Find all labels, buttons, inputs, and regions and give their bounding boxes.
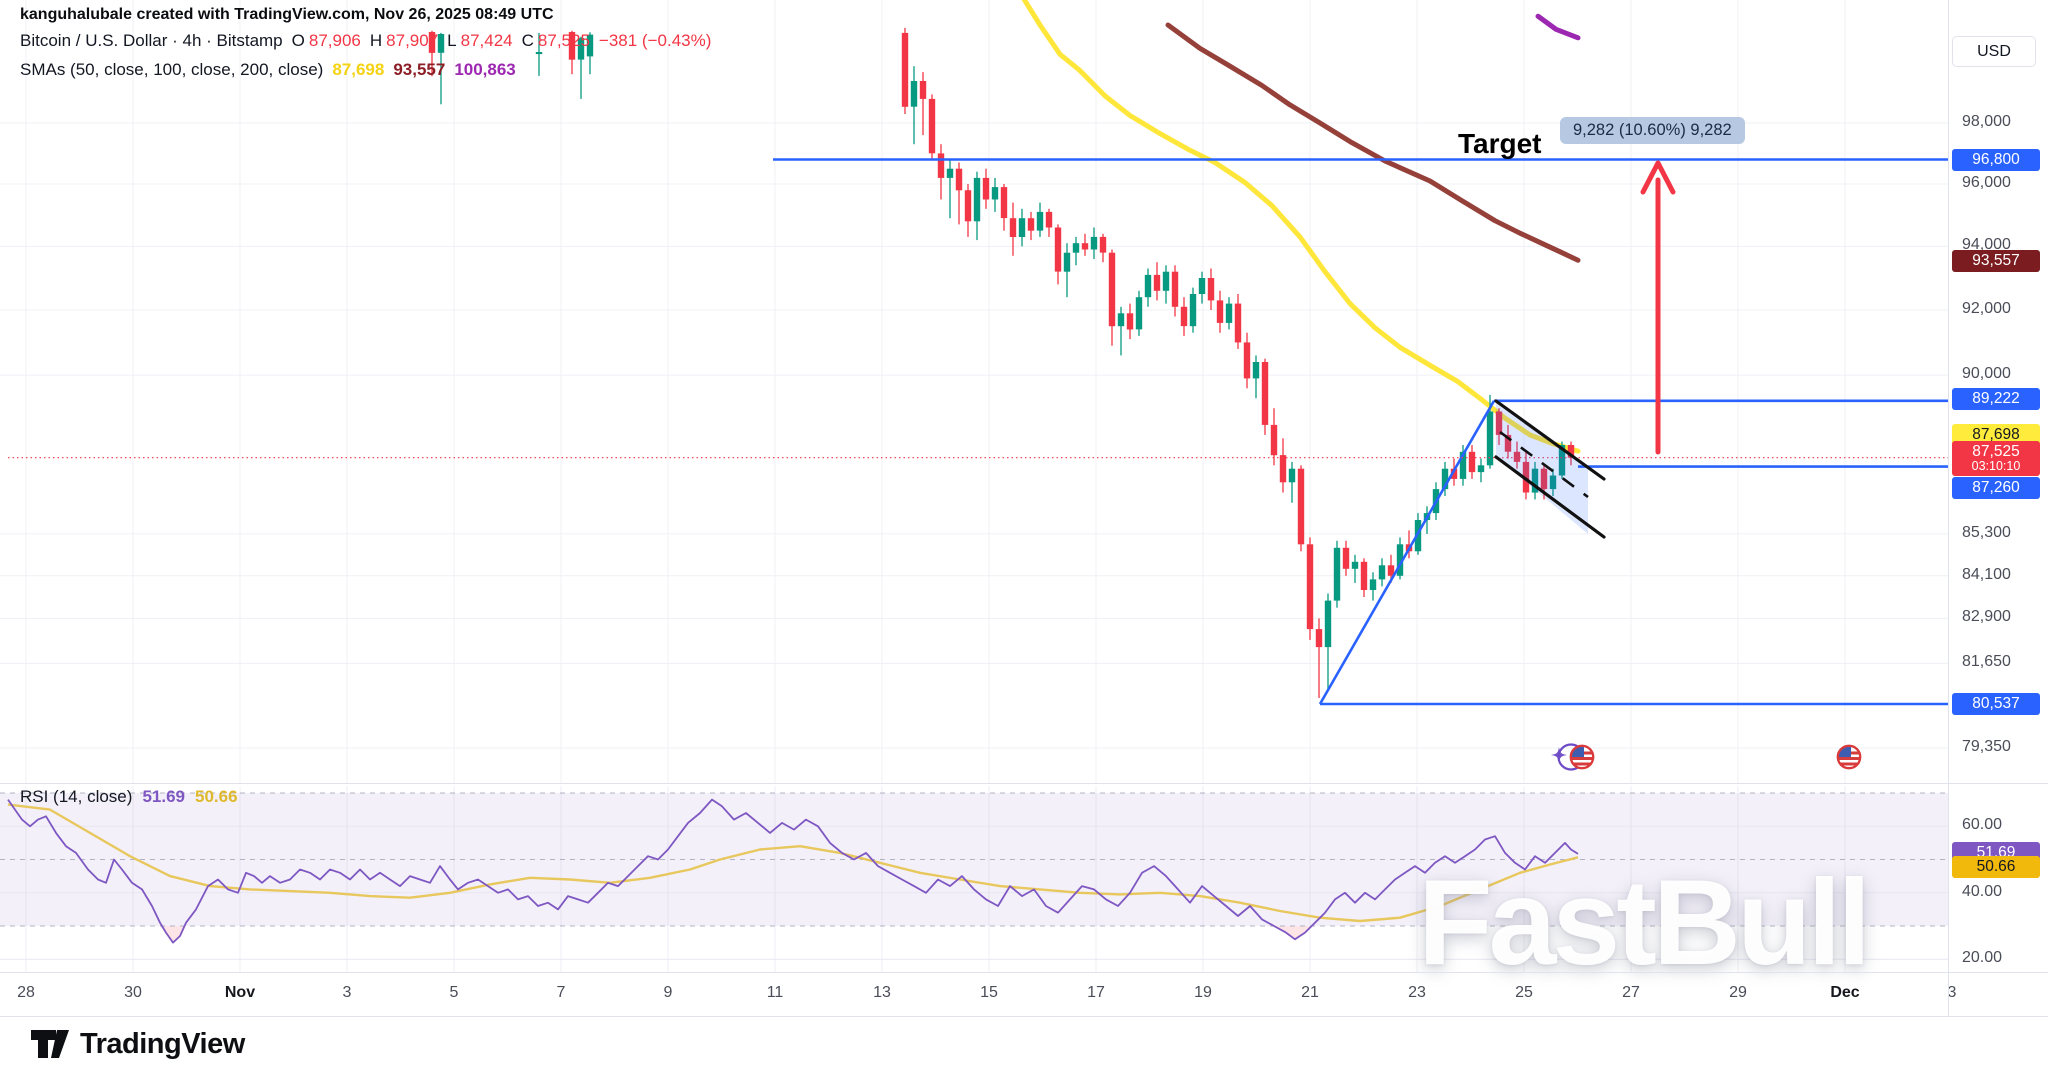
time-axis-label: 13: [873, 984, 891, 1001]
time-axis-label: 3: [342, 984, 352, 1001]
price-axis-label: 98,000: [1962, 113, 2011, 130]
time-axis-bottom-border: [0, 1016, 2048, 1017]
time-axis-label: 30: [124, 984, 142, 1001]
rsi-axis-label: 20.00: [1962, 949, 2003, 967]
time-axis-label: 29: [1729, 984, 1747, 1001]
sma-legend-row[interactable]: SMAs (50, close, 100, close, 200, close)…: [20, 60, 516, 80]
candles-layer[interactable]: [428, 27, 1575, 698]
time-axis-label: 28: [17, 984, 35, 1001]
price-axis-label: 82,900: [1962, 608, 2011, 626]
time-axis-label: 23: [1408, 984, 1426, 1001]
fastbull-watermark: FastBull: [1418, 854, 1871, 990]
price-axis-label: 94,000: [1962, 236, 2011, 254]
symbol-legend-row[interactable]: Bitcoin / U.S. Dollar · 4h · Bitstamp O …: [20, 31, 711, 51]
time-axis-label: 25: [1515, 984, 1533, 1001]
price-axis-label: 84,100: [1962, 565, 2011, 583]
sma50-value: 87,698: [332, 60, 385, 79]
us-flag-icon: [1569, 744, 1595, 770]
economic-event-flag-icon[interactable]: [1834, 731, 1864, 783]
high-value: 87,907: [386, 31, 439, 50]
rsi-indicator-title[interactable]: RSI (14, close): [20, 787, 133, 806]
sma100-value: 93,557: [393, 60, 446, 79]
price-badge: 87,260: [1952, 476, 2040, 499]
price-axis-label: 92,000: [1962, 300, 2011, 318]
rsi-value: 51.69: [142, 787, 185, 806]
rsi-ma-value: 50.66: [194, 787, 238, 806]
high-label: H: [369, 31, 383, 50]
target-annotation-label[interactable]: Target: [1458, 128, 1542, 159]
open-label: O: [291, 31, 305, 50]
sma-lines: [1021, 0, 1581, 454]
tradingview-logo-text: TradingView: [80, 1027, 245, 1060]
time-axis-label: 21: [1301, 984, 1319, 1001]
rsi-legend-row[interactable]: RSI (14, close) 51.69 50.66: [20, 787, 238, 807]
price-badge: 50.66: [1952, 855, 2040, 878]
measure-tooltip[interactable]: 9,282 (10.60%) 9,282: [1560, 117, 1745, 144]
low-label: L: [447, 31, 457, 50]
price-badge: 89,222: [1952, 387, 2040, 410]
sma-indicator-title[interactable]: SMAs (50, close, 100, close, 200, close): [20, 60, 324, 79]
tradingview-logo-icon: [31, 1030, 69, 1058]
target-arrow[interactable]: [1640, 160, 1676, 455]
price-axis-label: 85,300: [1962, 523, 2011, 541]
price-badge: 96,800: [1952, 148, 2040, 171]
us-flag-icon: [1836, 744, 1862, 770]
price-badge: 87,525 03:10:10: [1952, 441, 2040, 476]
attribution-text: kanguhalubale created with TradingView.c…: [20, 6, 554, 23]
change-value: −381 (−0.43%): [598, 31, 712, 50]
time-axis-label: Nov: [224, 984, 256, 1001]
time-axis-label: 7: [556, 984, 566, 1001]
rsi-axis-label: 60.00: [1962, 816, 2003, 834]
bear-flag-channel[interactable]: [1494, 399, 1606, 539]
time-axis-top-border: [0, 972, 2048, 973]
time-axis-label: 11: [766, 984, 784, 1001]
time-axis-label: 19: [1194, 984, 1212, 1001]
economic-event-ai-flag-icon[interactable]: [1548, 731, 1610, 783]
gridlines: [0, 0, 1948, 972]
time-axis-label: 5: [449, 984, 459, 1001]
price-axis-label: 96,000: [1962, 174, 2011, 192]
price-badge: 80,537: [1952, 692, 2040, 715]
time-axis-label: 27: [1622, 984, 1640, 1001]
price-badge: 93,557: [1952, 249, 2040, 272]
time-axis-label: Dec: [1830, 984, 1860, 1001]
time-axis-label: 15: [980, 984, 998, 1001]
sma200-value: 100,863: [454, 60, 516, 79]
tradingview-logo[interactable]: TradingView: [30, 1027, 245, 1061]
close-label: C: [521, 31, 534, 50]
rsi-axis-label: 40.00: [1962, 882, 2003, 900]
drawing-level-lines[interactable]: [773, 158, 1948, 706]
price-badge: 87,698: [1952, 423, 2040, 446]
price-axis-label: 79,350: [1962, 737, 2011, 755]
low-value: 87,424: [460, 31, 513, 50]
time-axis-label: 17: [1087, 984, 1105, 1001]
axis-separator-vertical: [1948, 0, 1949, 1016]
open-value: 87,906: [308, 31, 361, 50]
symbol-title[interactable]: Bitcoin / U.S. Dollar · 4h · Bitstamp: [20, 31, 283, 50]
price-axis-label: 81,650: [1962, 653, 2011, 671]
price-axis-label: 90,000: [1962, 365, 2011, 383]
time-axis-label: 9: [663, 984, 673, 1001]
close-value: 87,525: [537, 31, 590, 50]
rsi-lines: [7, 798, 1579, 944]
currency-toggle-button[interactable]: USD: [1952, 36, 2036, 67]
time-axis-label: 3: [1947, 984, 1957, 1001]
pane-separator[interactable]: [0, 783, 2048, 784]
trendline: [1318, 400, 1496, 705]
